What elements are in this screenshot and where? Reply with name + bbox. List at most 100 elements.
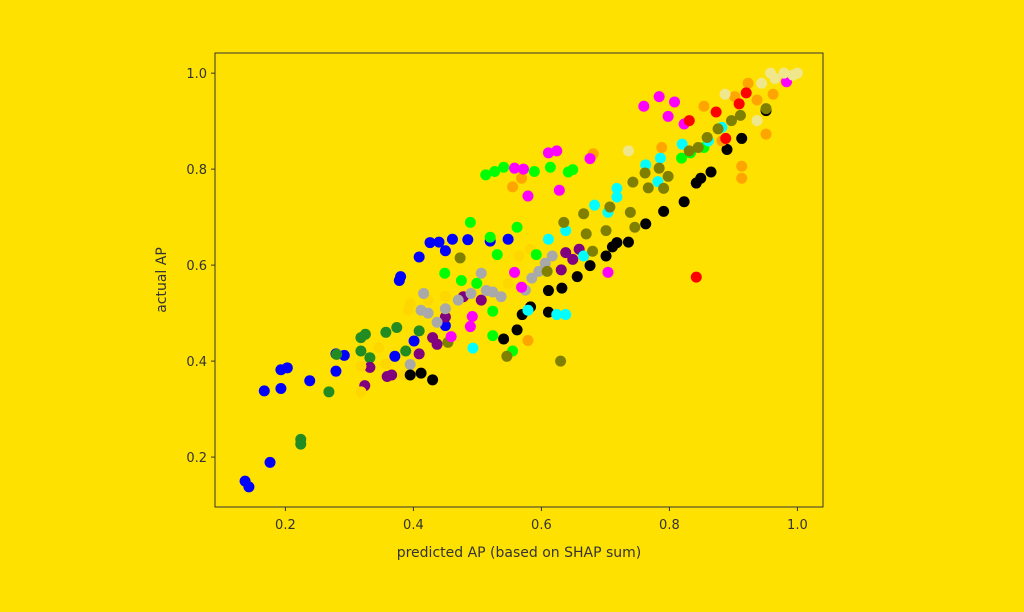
x-tick-label: 0.6 xyxy=(531,518,552,533)
data-point xyxy=(475,294,487,306)
data-point xyxy=(756,77,768,89)
data-point xyxy=(589,199,601,211)
data-point xyxy=(331,348,343,360)
y-tick-label: 0.8 xyxy=(186,163,207,178)
data-point xyxy=(698,100,710,112)
data-point xyxy=(355,345,367,357)
data-point xyxy=(264,456,276,468)
data-point xyxy=(323,386,335,398)
data-point xyxy=(580,228,592,240)
y-tick-label: 0.6 xyxy=(186,259,207,274)
data-point xyxy=(734,109,746,121)
data-point xyxy=(466,310,478,322)
data-point xyxy=(541,265,553,277)
data-point xyxy=(400,345,412,357)
data-point xyxy=(439,320,451,332)
data-point xyxy=(542,306,554,318)
data-point xyxy=(355,386,367,398)
x-axis: 0.2 0.4 0.6 0.8 1.0 xyxy=(275,507,808,533)
data-point xyxy=(556,282,568,294)
data-point xyxy=(683,115,695,127)
data-point xyxy=(553,184,565,196)
data-point xyxy=(740,87,752,99)
data-point xyxy=(765,67,777,79)
data-point xyxy=(498,161,510,173)
data-point xyxy=(452,294,464,306)
data-point xyxy=(560,247,572,259)
data-point xyxy=(584,260,596,272)
data-point xyxy=(404,358,416,370)
data-point xyxy=(640,159,652,171)
data-point xyxy=(454,252,466,264)
data-point xyxy=(533,265,545,277)
data-point xyxy=(415,367,427,379)
data-point xyxy=(662,110,674,122)
data-point xyxy=(491,249,503,261)
series-lime xyxy=(439,142,710,357)
data-point xyxy=(720,132,732,144)
data-point xyxy=(719,88,731,100)
data-point xyxy=(611,182,623,194)
data-point xyxy=(600,250,612,262)
data-point xyxy=(464,321,476,333)
data-point xyxy=(701,131,713,143)
data-point xyxy=(304,375,316,387)
data-point xyxy=(622,236,634,248)
data-point xyxy=(571,271,583,283)
data-point xyxy=(695,172,707,184)
data-point xyxy=(676,138,688,150)
data-point xyxy=(495,291,507,303)
data-point xyxy=(243,481,255,493)
data-point xyxy=(736,160,748,172)
data-point xyxy=(624,206,636,218)
data-point xyxy=(567,253,579,265)
data-point xyxy=(742,77,754,89)
data-point xyxy=(380,358,392,370)
data-point xyxy=(498,333,510,345)
data-point xyxy=(578,250,590,262)
y-tick-label: 0.4 xyxy=(186,355,207,370)
data-point xyxy=(487,330,499,342)
data-point xyxy=(639,167,651,179)
data-point xyxy=(546,250,558,262)
data-point xyxy=(359,328,371,340)
data-point xyxy=(627,176,639,188)
data-point xyxy=(662,170,674,182)
data-point xyxy=(295,438,307,450)
data-point xyxy=(653,162,665,174)
data-point xyxy=(364,352,376,364)
data-point xyxy=(736,132,748,144)
data-point xyxy=(465,287,477,299)
y-tick-label: 0.2 xyxy=(186,451,207,466)
data-point xyxy=(542,285,554,297)
data-point xyxy=(560,309,572,321)
data-point xyxy=(611,191,623,203)
data-point xyxy=(418,287,430,299)
data-point xyxy=(433,236,445,248)
data-point xyxy=(507,181,519,193)
data-point xyxy=(373,342,385,354)
data-point xyxy=(526,272,538,284)
series-cyan xyxy=(467,121,728,354)
data-point xyxy=(602,266,614,278)
data-point xyxy=(721,143,733,155)
data-point xyxy=(413,348,425,360)
data-point xyxy=(439,303,451,315)
series-red xyxy=(683,87,752,283)
data-point xyxy=(522,334,534,346)
data-point xyxy=(528,166,540,178)
data-point xyxy=(517,163,529,175)
data-point xyxy=(275,382,287,394)
x-axis-label: predicted AP (based on SHAP sum) xyxy=(397,545,642,561)
data-point xyxy=(475,267,487,279)
data-point xyxy=(725,115,737,127)
data-point xyxy=(502,277,514,289)
x-tick-label: 0.2 xyxy=(275,518,296,533)
data-point xyxy=(778,67,790,79)
data-point xyxy=(669,96,681,108)
data-point xyxy=(511,221,523,233)
data-point xyxy=(330,365,342,377)
data-point xyxy=(587,245,599,257)
data-point xyxy=(431,316,443,328)
